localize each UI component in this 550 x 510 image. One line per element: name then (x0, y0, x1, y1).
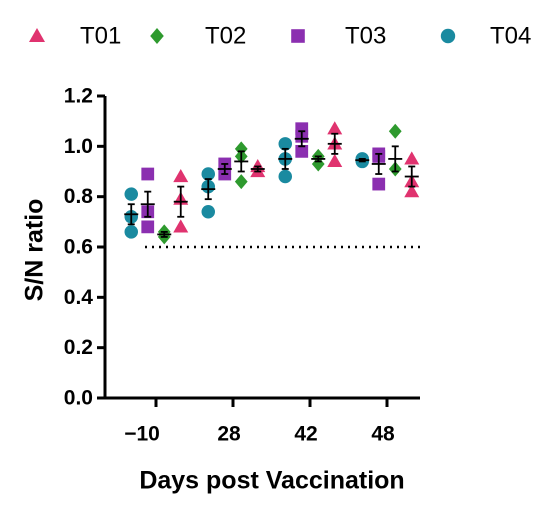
legend-label: T01 (80, 22, 121, 49)
error-bar (355, 158, 370, 163)
data-point (141, 167, 155, 181)
data-point (173, 169, 189, 183)
data-point (372, 177, 386, 191)
error-bar (404, 165, 419, 188)
data-point (311, 156, 325, 172)
data-point (404, 184, 420, 198)
error-bar (311, 155, 326, 163)
legend-label: T03 (345, 22, 386, 49)
y-tick-label: 0.8 (64, 185, 94, 208)
error-bar (140, 190, 155, 218)
data-point (327, 153, 343, 168)
data-point (201, 205, 215, 219)
data-point (295, 144, 309, 158)
data-point (173, 219, 189, 233)
legend-label: T04 (490, 22, 531, 49)
error-bar (371, 152, 386, 175)
data-point (141, 220, 155, 234)
error-bar (173, 185, 188, 218)
x-tick-label: 48 (371, 423, 395, 446)
error-bar (327, 132, 342, 155)
error-bar (157, 230, 172, 238)
y-tick-label: 1.2 (64, 85, 93, 108)
x-tick-label: 28 (217, 423, 241, 446)
legend-marker (29, 28, 45, 42)
data-point (278, 169, 292, 184)
data-point (404, 151, 420, 165)
x-tick-label: −10 (124, 423, 160, 446)
error-bar (234, 150, 249, 173)
x-tick-label: 42 (294, 423, 317, 446)
legend-marker (440, 28, 456, 44)
y-tick-label: 0.6 (64, 236, 93, 259)
error-bar (388, 145, 403, 173)
error-bar (217, 163, 232, 175)
legend-marker (291, 29, 305, 43)
data-point (278, 137, 292, 151)
data-point (327, 121, 343, 135)
x-axis-label: Days post Vaccination (139, 467, 404, 495)
data-point (234, 174, 248, 190)
y-tick-label: 0.4 (64, 286, 94, 309)
error-bar (278, 147, 293, 170)
data-point (124, 187, 138, 201)
data-point (124, 225, 138, 239)
legend-marker (150, 28, 164, 44)
y-tick-label: 1.0 (64, 135, 93, 158)
error-bar (294, 130, 309, 148)
data-point (201, 167, 215, 181)
error-bar (124, 203, 139, 226)
y-axis-label: S/N ratio (21, 199, 49, 302)
y-tick-label: 0.0 (64, 387, 93, 410)
error-bar (250, 165, 265, 173)
error-bar (201, 178, 216, 201)
data-point (388, 123, 402, 139)
legend-label: T02 (205, 22, 246, 49)
y-tick-label: 0.2 (64, 336, 93, 359)
data-point (234, 141, 248, 157)
